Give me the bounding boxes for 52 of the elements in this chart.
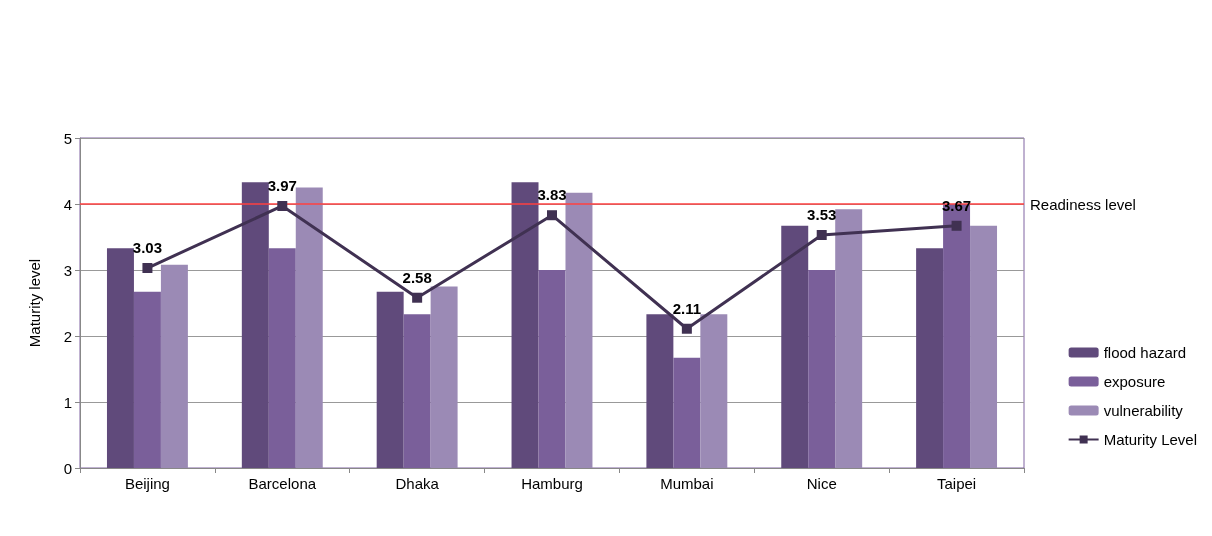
bar	[808, 270, 836, 468]
data-label: 2.11	[672, 299, 702, 317]
data-label: 3.97	[267, 176, 297, 194]
x-tick-label: Beijing	[124, 475, 170, 492]
bar	[241, 182, 269, 468]
x-tick-label: Taipei	[936, 475, 977, 492]
point	[142, 263, 153, 274]
legend-label: vulnerability	[1103, 402, 1184, 419]
bar	[565, 192, 593, 468]
x-tick-label: Barcelona	[248, 475, 317, 492]
bar	[160, 264, 188, 468]
point	[681, 323, 692, 334]
x-tick-label: Hamburg	[521, 475, 583, 492]
data-label: 2.58	[402, 268, 432, 286]
legend-label: Maturity Level	[1103, 431, 1198, 448]
point	[816, 230, 827, 241]
bar	[700, 314, 728, 468]
bar	[511, 182, 539, 468]
y-tick-label: 4	[63, 195, 72, 213]
bar	[781, 225, 809, 468]
bar	[430, 286, 458, 468]
point	[547, 210, 557, 221]
bar	[538, 270, 566, 468]
data-label: 3.53	[807, 206, 837, 224]
legend-label: exposure	[1103, 373, 1166, 390]
x-tick-label: Dhaka	[395, 475, 440, 492]
y-tick-label: 0	[63, 459, 72, 477]
data-label: 3.03	[132, 239, 163, 257]
x-tick-label: Mumbai	[660, 475, 714, 492]
y-tick-label: 5	[63, 129, 72, 147]
bar	[403, 314, 431, 468]
bar	[268, 248, 296, 468]
y-axis-title: Maturity level	[26, 258, 43, 348]
bar	[916, 248, 944, 468]
ref-line-label: Readiness level	[1030, 195, 1136, 213]
data-label: 3.83	[537, 186, 567, 204]
bar	[673, 357, 701, 468]
bar	[970, 225, 998, 468]
y-tick-label: 1	[63, 393, 72, 411]
y-tick-label: 2	[63, 327, 72, 345]
bar	[835, 209, 863, 468]
x-tick-label: Nice	[806, 475, 837, 492]
bar	[106, 248, 134, 468]
point	[412, 292, 423, 303]
bar	[376, 291, 404, 468]
y-tick-label: 3	[63, 261, 72, 279]
bar	[295, 187, 323, 468]
point	[951, 220, 962, 231]
point	[277, 200, 288, 211]
bar	[133, 291, 161, 468]
bar	[646, 314, 674, 468]
legend-label: flood hazard	[1103, 344, 1187, 361]
